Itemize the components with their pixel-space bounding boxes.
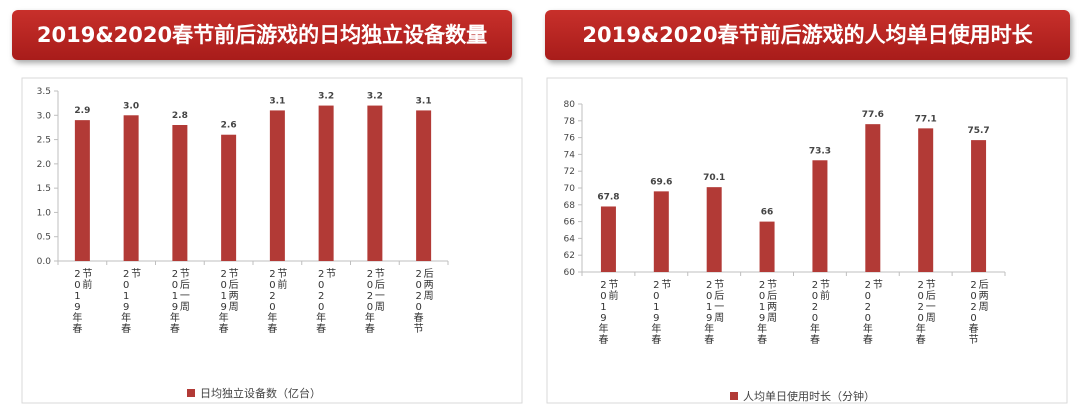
data-label: 3.2 xyxy=(367,92,383,102)
chart-devices: 0.0 0.5 1.0 1.5 2.0 2.5 3.0 3.5 2.9 2 0 1 9 年春节前 3.0 2 0… xyxy=(21,77,523,404)
data-label: 73.3 xyxy=(809,146,831,156)
x-category-label: 2 0 2 0 年春节 xyxy=(863,279,883,346)
x-category-label: 2 0 2 0 年春节前 xyxy=(267,268,287,335)
legend-swatch xyxy=(187,389,195,397)
y-tick-label: 74 xyxy=(564,150,576,160)
x-category-label: 2 0 2 0 年春节前 xyxy=(810,279,830,346)
legend-label: 日均独立设备数（亿台） xyxy=(200,386,321,400)
legend-label: 人均单日使用时长（分钟） xyxy=(743,389,875,403)
y-tick-label: 2.5 xyxy=(37,136,51,146)
data-label: 69.6 xyxy=(650,177,672,187)
y-tick-label: 68 xyxy=(564,201,576,211)
data-label: 77.6 xyxy=(862,110,884,120)
x-category-label: 2 0 1 9 年春节后一周 xyxy=(704,279,724,346)
bar xyxy=(971,140,987,272)
bar xyxy=(812,160,828,272)
y-tick-label: 2.0 xyxy=(37,160,52,170)
data-label: 67.8 xyxy=(597,192,619,202)
x-category-label: 2 0 2 0 年春节后一周 xyxy=(916,279,936,346)
bar xyxy=(865,124,881,272)
x-category-label: 2 0 1 9 年春节 xyxy=(121,268,141,335)
y-tick-label: 3.0 xyxy=(37,111,52,121)
bar xyxy=(759,221,775,272)
x-category-label: 2 0 1 9 年春节 xyxy=(651,279,671,346)
x-category-label: 2 0 2 0 年春节后一周 xyxy=(365,268,385,335)
bar xyxy=(600,206,616,272)
y-tick-label: 1.5 xyxy=(37,184,51,194)
bar xyxy=(653,191,669,272)
y-tick-label: 78 xyxy=(564,117,576,127)
y-tick-label: 1.0 xyxy=(37,208,52,218)
y-tick-label: 66 xyxy=(564,218,576,228)
data-label: 2.6 xyxy=(221,121,237,131)
legend-swatch xyxy=(730,392,738,400)
data-label: 3.0 xyxy=(123,101,139,111)
data-label: 77.1 xyxy=(915,114,937,124)
x-category-label: 2 0 1 9 年春节后一周 xyxy=(170,268,190,335)
y-tick-label: 0.5 xyxy=(37,233,51,243)
data-label: 3.1 xyxy=(416,96,432,106)
x-category-label: 2 0 1 9 年春节前 xyxy=(598,279,618,346)
y-tick-label: 62 xyxy=(564,251,575,261)
bar xyxy=(318,105,334,261)
x-category-label: 2 0 1 9 年春节前 xyxy=(72,268,92,335)
x-category-label: 2 0 1 9 年春节后两周 xyxy=(219,268,239,335)
bar xyxy=(918,128,934,272)
data-label: 2.9 xyxy=(74,106,90,116)
y-tick-label: 0.0 xyxy=(37,257,52,267)
y-tick-label: 3.5 xyxy=(37,87,51,97)
bar xyxy=(367,105,383,261)
data-label: 3.2 xyxy=(318,92,334,102)
chart-usage-time: 60 62 64 66 68 70 72 74 76 78 80 67.8 2 0 1 9 年春节前 69.6 2 0… xyxy=(546,77,1068,404)
y-tick-label: 80 xyxy=(564,100,576,110)
chart-title: 2019&2020春节前后游戏的日均独立设备数量 xyxy=(12,10,512,60)
data-label: 75.7 xyxy=(967,126,989,136)
data-label: 66 xyxy=(761,208,774,218)
data-label: 2.8 xyxy=(172,111,188,121)
x-category-label: 2 0 2 0 年春节 xyxy=(316,268,336,335)
y-tick-label: 60 xyxy=(564,268,576,278)
y-tick-label: 70 xyxy=(564,184,576,194)
chart-title: 2019&2020春节前后游戏的人均单日使用时长 xyxy=(545,10,1070,60)
data-label: 3.1 xyxy=(269,96,285,106)
y-tick-label: 64 xyxy=(564,234,576,244)
x-category-label: 2 0 1 9 年春节后两周 xyxy=(757,279,777,346)
bar xyxy=(172,125,188,261)
y-tick-label: 72 xyxy=(564,167,575,177)
bar xyxy=(269,110,285,261)
y-tick-label: 76 xyxy=(564,134,576,144)
bar xyxy=(74,120,90,262)
left-panel: 2019&2020春节前后游戏的日均独立设备数量 0.0 0.5 1.0 1.5 2.0… xyxy=(0,0,535,407)
bar xyxy=(706,187,722,272)
x-category-label: 2 0 2 0 春节后两周 xyxy=(414,268,434,335)
bar xyxy=(221,134,237,261)
bar xyxy=(416,110,432,261)
bar xyxy=(123,115,139,262)
right-panel: 2019&2020春节前后游戏的人均单日使用时长 60 62 64 66 68 70 72 7… xyxy=(535,0,1080,407)
data-label: 70.1 xyxy=(703,173,725,183)
x-category-label: 2 0 2 0 春节后两周 xyxy=(969,279,989,346)
